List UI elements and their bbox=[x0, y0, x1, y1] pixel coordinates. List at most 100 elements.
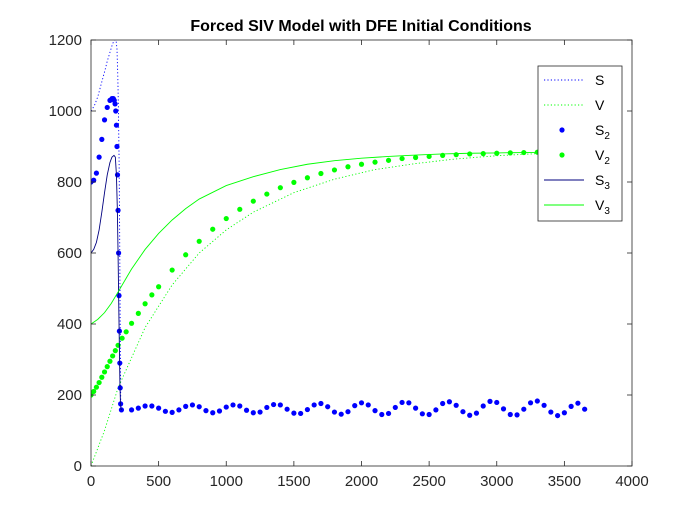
data-point bbox=[406, 400, 412, 406]
data-point bbox=[304, 175, 310, 181]
data-point bbox=[128, 407, 135, 413]
data-point bbox=[223, 404, 229, 410]
plot-area bbox=[91, 40, 588, 466]
data-point bbox=[196, 404, 202, 410]
data-point bbox=[216, 408, 223, 414]
data-point bbox=[413, 154, 419, 161]
legend-marker bbox=[559, 127, 565, 133]
data-point bbox=[189, 402, 196, 408]
series-v2 bbox=[91, 149, 588, 398]
data-point bbox=[112, 348, 118, 354]
series-v3 bbox=[91, 151, 585, 325]
x-tick-label: 1000 bbox=[210, 473, 243, 490]
data-point bbox=[467, 151, 473, 157]
data-point bbox=[104, 104, 110, 111]
data-point bbox=[561, 410, 567, 416]
x-tick-label: 2500 bbox=[412, 473, 445, 490]
legend-label: V3 bbox=[595, 197, 610, 217]
series-line bbox=[91, 151, 585, 466]
x-tick-label: 1500 bbox=[277, 473, 310, 490]
data-point bbox=[358, 161, 365, 167]
data-point bbox=[112, 101, 118, 107]
data-point bbox=[264, 404, 270, 411]
data-point bbox=[135, 405, 141, 411]
data-point bbox=[291, 410, 297, 416]
data-point bbox=[507, 411, 513, 418]
series-s3 bbox=[91, 154, 123, 411]
data-point bbox=[521, 406, 527, 412]
legend-label: S bbox=[595, 72, 604, 88]
data-point bbox=[93, 170, 100, 176]
y-tick-label: 0 bbox=[74, 458, 82, 475]
data-point bbox=[575, 400, 581, 406]
data-point bbox=[101, 117, 108, 123]
data-point bbox=[318, 400, 324, 407]
data-point bbox=[101, 369, 108, 375]
data-point bbox=[250, 198, 256, 204]
data-point bbox=[176, 407, 182, 413]
data-point bbox=[99, 136, 105, 142]
legend-label: S2 bbox=[595, 122, 610, 142]
data-point bbox=[365, 402, 371, 408]
data-point bbox=[352, 403, 358, 409]
legend-entry: V3 bbox=[544, 197, 610, 217]
y-tick-label: 800 bbox=[57, 174, 82, 191]
series-s bbox=[91, 40, 124, 411]
data-point bbox=[426, 153, 432, 160]
data-point bbox=[325, 404, 331, 410]
data-point bbox=[480, 151, 486, 157]
data-point bbox=[104, 364, 110, 370]
data-point bbox=[99, 374, 105, 380]
legend-label: V bbox=[595, 97, 605, 113]
x-tick-label: 500 bbox=[146, 473, 171, 490]
data-point bbox=[96, 379, 102, 386]
data-point bbox=[250, 410, 256, 416]
data-point bbox=[379, 411, 385, 418]
x-tick-label: 3000 bbox=[480, 473, 513, 490]
y-tick-label: 600 bbox=[57, 245, 82, 262]
data-point bbox=[473, 410, 480, 416]
legend-entry: V2 bbox=[559, 147, 610, 167]
data-point bbox=[123, 329, 129, 335]
data-point bbox=[419, 411, 425, 417]
data-point bbox=[156, 405, 162, 411]
data-point bbox=[142, 403, 148, 409]
legend-entry: S2 bbox=[559, 122, 610, 142]
data-point bbox=[345, 164, 351, 170]
legend-marker bbox=[559, 152, 565, 158]
data-point bbox=[156, 284, 162, 290]
data-point bbox=[142, 301, 148, 307]
data-point bbox=[169, 409, 175, 415]
data-point bbox=[440, 400, 446, 407]
data-point bbox=[91, 177, 97, 183]
data-point bbox=[392, 404, 398, 411]
data-point bbox=[453, 402, 459, 408]
legend-box bbox=[537, 65, 623, 222]
data-point bbox=[311, 402, 317, 408]
data-point bbox=[500, 406, 507, 412]
data-point bbox=[110, 353, 116, 359]
y-tick-label: 1000 bbox=[49, 103, 82, 120]
data-point bbox=[582, 406, 588, 412]
data-point bbox=[114, 172, 121, 178]
data-point bbox=[237, 403, 243, 409]
data-point bbox=[331, 409, 338, 415]
data-point bbox=[277, 402, 283, 408]
data-point bbox=[399, 399, 405, 406]
data-point bbox=[230, 402, 236, 408]
data-point bbox=[433, 407, 439, 413]
data-point bbox=[548, 409, 554, 415]
series-s2 bbox=[91, 95, 588, 419]
data-point bbox=[446, 399, 453, 405]
data-point bbox=[480, 403, 486, 409]
data-point bbox=[149, 403, 155, 409]
data-point bbox=[93, 384, 100, 390]
data-point bbox=[270, 401, 277, 408]
data-point bbox=[128, 320, 135, 326]
data-point bbox=[385, 410, 392, 417]
data-point bbox=[460, 409, 466, 415]
data-point bbox=[223, 215, 229, 222]
data-point bbox=[210, 226, 216, 232]
data-point bbox=[169, 267, 175, 273]
